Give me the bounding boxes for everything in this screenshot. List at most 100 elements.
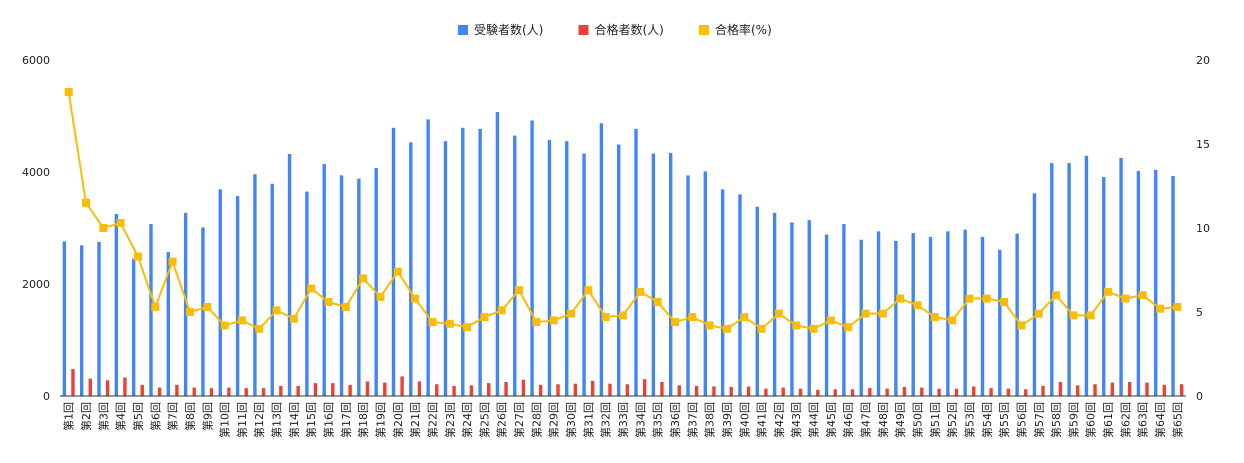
- x-tick-label: 第19回: [373, 402, 387, 438]
- x-tick-label: 第37回: [685, 402, 699, 438]
- x-tick-label: 第60回: [1084, 402, 1098, 438]
- bar-passers: [1110, 382, 1115, 396]
- line-point-pass-rate: [688, 313, 697, 322]
- line-point-pass-rate: [99, 224, 108, 232]
- bar-examinees: [946, 231, 950, 396]
- bar-passers: [1162, 384, 1167, 396]
- bar-passers: [625, 384, 629, 396]
- line-point-pass-rate: [792, 321, 801, 330]
- x-tick-label: 第9回: [200, 402, 214, 431]
- bar-passers: [989, 388, 993, 396]
- bar-passers: [400, 376, 404, 396]
- bar-examinees: [703, 171, 708, 396]
- x-tick-label: 第58回: [1049, 402, 1063, 438]
- bar-examinees: [617, 144, 621, 396]
- x-tick-label: 第14回: [287, 402, 301, 438]
- bar-passers: [1076, 385, 1080, 396]
- bar-passers: [1127, 382, 1132, 396]
- line-point-pass-rate: [133, 252, 142, 261]
- x-tick-label: 第24回: [460, 402, 474, 438]
- bar-examinees: [894, 240, 898, 396]
- x-tick-label: 第7回: [166, 402, 180, 431]
- line-point-pass-rate: [1138, 291, 1147, 300]
- bar-passers: [452, 385, 456, 396]
- bar-passers: [781, 387, 785, 396]
- bar-examinees: [426, 119, 430, 397]
- bar-passers: [1024, 389, 1028, 396]
- x-tick-label: 第56回: [1014, 402, 1028, 438]
- bar-passers: [1006, 388, 1011, 396]
- line-point-pass-rate: [636, 287, 645, 296]
- y-axis-right: 0 5 10 15 20: [1196, 54, 1210, 403]
- y-right-tick-label: 20: [1196, 54, 1210, 67]
- x-tick-label: 第52回: [945, 402, 959, 438]
- x-tick-label: 第46回: [841, 402, 855, 438]
- bar-examinees: [1171, 175, 1175, 396]
- x-tick-label: 第26回: [495, 402, 509, 438]
- bar-passers: [642, 379, 647, 396]
- line-point-pass-rate: [584, 286, 593, 295]
- bar-passers: [764, 388, 768, 396]
- line-point-pass-rate: [809, 324, 818, 333]
- x-tick-label: 第32回: [599, 402, 613, 438]
- y-left-tick-label: 0: [43, 390, 50, 403]
- bar-passers: [71, 369, 75, 396]
- line-point-pass-rate: [411, 294, 420, 303]
- line-point-pass-rate: [393, 267, 402, 276]
- x-tick-label: 第8回: [183, 402, 197, 431]
- line-point-pass-rate: [359, 274, 368, 283]
- bar-examinees: [1015, 233, 1019, 396]
- line-point-pass-rate: [913, 301, 922, 310]
- legend-swatch: [699, 25, 709, 35]
- line-point-pass-rate: [1104, 287, 1113, 296]
- bar-examinees: [305, 191, 309, 396]
- x-tick-label: 第12回: [252, 402, 266, 438]
- bar-examinees: [62, 241, 67, 396]
- bar-examinees: [1119, 158, 1123, 396]
- x-tick-label: 第41回: [755, 402, 769, 438]
- bar-passers: [538, 384, 543, 396]
- x-tick-label: 第17回: [339, 402, 353, 438]
- x-tick-label: 第39回: [720, 402, 734, 438]
- y-right-tick-label: 10: [1196, 222, 1210, 235]
- x-tick-label: 第44回: [807, 402, 821, 438]
- line-point-pass-rate: [619, 311, 627, 320]
- x-tick-label: 第1回: [62, 402, 76, 431]
- bar-passers: [660, 382, 664, 396]
- bar-passers: [1145, 382, 1149, 396]
- x-tick-label: 第18回: [356, 402, 370, 438]
- line-point-pass-rate: [255, 324, 264, 333]
- bar-examinees: [1136, 170, 1141, 396]
- y-left-tick-label: 4000: [22, 166, 50, 179]
- y-left-tick-label: 2000: [22, 278, 50, 291]
- bar-passers: [521, 379, 526, 396]
- bar-passers: [105, 380, 110, 396]
- bar-examinees: [1102, 177, 1106, 396]
- legend-label: 受験者数(人): [474, 22, 543, 37]
- bar-examinees: [1032, 193, 1037, 396]
- bar-examinees: [114, 214, 119, 396]
- line-point-pass-rate: [220, 321, 229, 330]
- bar-passers: [504, 382, 508, 396]
- bar-passers: [365, 381, 370, 396]
- bar-examinees: [842, 224, 846, 396]
- bar-examinees: [980, 236, 985, 396]
- x-tick-label: 第42回: [772, 402, 786, 438]
- bar-passers: [157, 387, 162, 396]
- bar-passers: [590, 380, 595, 396]
- line-point-pass-rate: [1086, 311, 1095, 320]
- x-tick-label: 第30回: [564, 402, 578, 438]
- x-tick-label: 第16回: [322, 402, 336, 438]
- line-point-pass-rate: [81, 198, 90, 207]
- x-tick-label: 第27回: [512, 402, 526, 438]
- bar-passers: [954, 388, 959, 396]
- line-point-pass-rate: [826, 316, 835, 325]
- bar-passers: [712, 386, 716, 396]
- bar-passers: [902, 387, 907, 396]
- x-tick-label: 第29回: [547, 402, 561, 438]
- x-tick-label: 第36回: [668, 402, 682, 438]
- x-tick-label: 第31回: [581, 402, 595, 438]
- bar-passers: [261, 388, 266, 396]
- bar-examinees: [651, 153, 656, 396]
- line-point-pass-rate: [203, 302, 212, 311]
